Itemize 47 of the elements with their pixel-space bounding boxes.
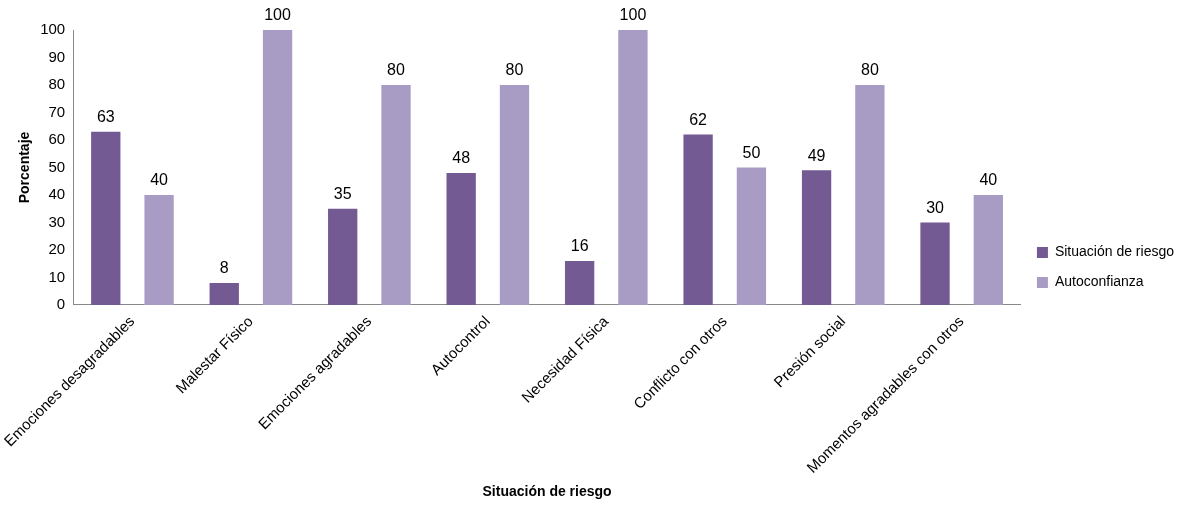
bar (973, 194, 1004, 305)
bar (209, 282, 239, 305)
bar (920, 222, 950, 305)
data-label: 80 (387, 61, 406, 79)
bar (91, 131, 121, 305)
data-label: 16 (570, 237, 589, 255)
bar (499, 84, 530, 305)
legend-label: Autoconfianza (1054, 273, 1144, 290)
y-tick-label: 100 (40, 20, 66, 38)
data-label: 80 (860, 61, 879, 79)
bar (328, 208, 358, 305)
y-tick-label: 50 (48, 157, 66, 175)
bar (564, 260, 595, 305)
y-tick-label: 70 (48, 102, 66, 120)
bar (801, 170, 832, 305)
bar (618, 30, 648, 305)
y-tick-label: 80 (48, 75, 66, 93)
x-axis-title: Situación de riesgo (482, 483, 612, 500)
data-label: 100 (619, 6, 647, 24)
y-tick-label: 30 (48, 212, 66, 230)
data-label: 49 (807, 146, 826, 164)
bar (262, 30, 293, 305)
y-tick-label: 40 (48, 185, 66, 203)
y-tick-label: 60 (48, 130, 66, 148)
data-label: 62 (689, 110, 708, 128)
bar (446, 172, 476, 305)
data-label: 80 (505, 61, 524, 79)
data-label: 63 (96, 108, 115, 126)
y-axis-title: Porcentaje (15, 131, 32, 204)
data-label: 35 (333, 185, 352, 203)
y-tick-label: 0 (56, 295, 66, 313)
data-label: 40 (979, 171, 998, 189)
bar (855, 84, 885, 305)
data-label: 48 (452, 149, 471, 167)
legend-label: Situación de riesgo (1054, 243, 1175, 260)
bar (144, 194, 174, 305)
bar (381, 84, 411, 305)
y-tick-label: 20 (48, 240, 66, 258)
y-tick-label: 90 (48, 47, 66, 65)
bar (736, 167, 767, 305)
data-label: 100 (264, 6, 291, 24)
data-label: 8 (219, 259, 229, 277)
y-tick-label: 10 (48, 267, 66, 285)
data-label: 50 (742, 143, 761, 161)
data-label: 30 (926, 198, 945, 216)
bar (683, 134, 713, 305)
data-label: 40 (150, 171, 169, 189)
